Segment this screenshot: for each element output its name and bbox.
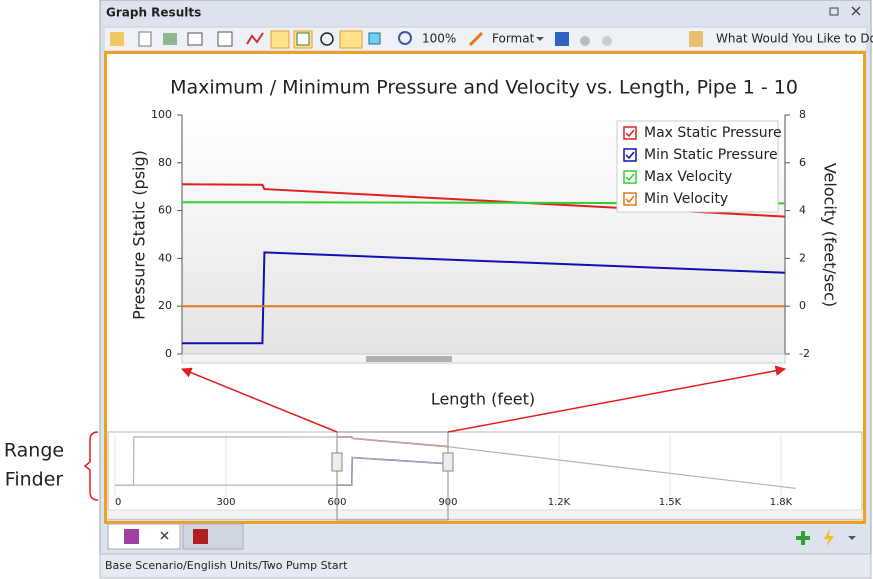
- close-button[interactable]: [851, 6, 861, 16]
- lightning-button[interactable]: [824, 529, 834, 547]
- callout-arrow: [447, 365, 787, 433]
- callout-arrow: [181, 367, 338, 433]
- legend-swatch: [623, 192, 637, 206]
- format-menu[interactable]: Format: [492, 32, 535, 46]
- legend-label: Max Static Pressure: [644, 125, 782, 141]
- y-tick-label: 80: [158, 156, 172, 169]
- legend-swatch: [623, 170, 637, 184]
- tab[interactable]: [182, 523, 244, 550]
- annotation: Range: [4, 440, 64, 462]
- x-tick-label: 0: [115, 497, 121, 508]
- tab-close[interactable]: [160, 531, 169, 540]
- y2-tick-label: 6: [799, 156, 806, 169]
- chart-title: Maximum / Minimum Pressure and Velocity …: [170, 77, 798, 99]
- x-axis-label: Length (feet): [431, 390, 535, 409]
- help-search[interactable]: What Would You Like to Do?: [716, 32, 873, 46]
- overview-line: [115, 456, 449, 486]
- tab-active[interactable]: [107, 523, 181, 550]
- tab-icon: [193, 529, 208, 544]
- zoom-level[interactable]: 100%: [422, 32, 456, 46]
- tab-icon: [124, 529, 139, 544]
- window-title: Graph Results: [106, 6, 201, 20]
- range-scrollbar[interactable]: [107, 509, 863, 520]
- range-brace: [83, 431, 99, 501]
- x-tick-label: 300: [216, 497, 235, 508]
- y2-tick-label: -2: [799, 347, 810, 360]
- legend-swatch: [623, 126, 637, 140]
- series-line: [182, 201, 786, 205]
- legend-check: [625, 129, 635, 138]
- legend-check: [625, 151, 635, 160]
- legend-label: Min Velocity: [644, 191, 728, 207]
- y2-tick-label: 4: [799, 204, 806, 217]
- legend-check: [625, 173, 635, 182]
- legend-label: Max Velocity: [644, 169, 732, 185]
- dropdown[interactable]: [848, 536, 856, 540]
- y-tick-label: 100: [151, 108, 172, 121]
- range-finder: [107, 431, 863, 521]
- scrollbar-thumb[interactable]: [366, 356, 452, 362]
- y-tick-label: 40: [158, 251, 172, 264]
- x-tick-label: 1.8K: [770, 497, 793, 508]
- y-axis-label: Pressure Static (psig): [130, 150, 149, 320]
- x-tick-label: 1.5K: [659, 497, 682, 508]
- legend-check: [625, 195, 635, 204]
- y-tick-label: 20: [158, 299, 172, 312]
- legend-swatch: [623, 148, 637, 162]
- chart-scrollbar[interactable]: [181, 353, 786, 364]
- y-tick-label: 60: [158, 204, 172, 217]
- status-text: Base Scenario/English Units/Two Pump Sta…: [105, 559, 348, 572]
- y2-tick-label: 0: [799, 299, 806, 312]
- legend: [616, 120, 779, 213]
- y-tick-label: 0: [165, 347, 172, 360]
- selection-handle[interactable]: [331, 452, 343, 472]
- selection-handle[interactable]: [442, 452, 454, 472]
- add-button[interactable]: [796, 531, 810, 545]
- legend-label: Min Static Pressure: [644, 147, 778, 163]
- annotation: Finder: [5, 469, 64, 491]
- x-tick-label: 1.2K: [548, 497, 571, 508]
- y2-tick-label: 8: [799, 108, 806, 121]
- series-line: [182, 251, 786, 345]
- range-selection[interactable]: [336, 431, 449, 521]
- y2-tick-label: 2: [799, 251, 806, 264]
- status-bar: [99, 553, 872, 579]
- toolbar-icons[interactable]: [110, 30, 703, 49]
- restore-button[interactable]: [829, 7, 839, 16]
- y2-axis-label: Velocity (feet/sec): [821, 163, 840, 307]
